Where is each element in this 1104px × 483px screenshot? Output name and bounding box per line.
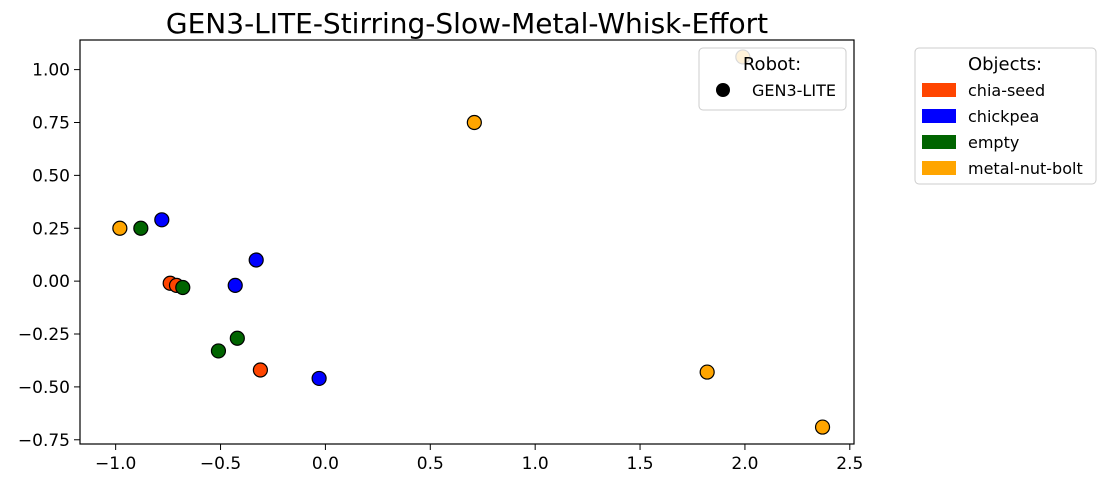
legend-label-empty: empty bbox=[968, 133, 1019, 152]
legend-swatch-empty bbox=[922, 135, 956, 149]
legend-swatch-chia-seed bbox=[922, 83, 956, 97]
x-tick-label: 1.0 bbox=[522, 454, 549, 474]
objects-legend-frame bbox=[914, 47, 1097, 185]
robot-legend-title: Robot: bbox=[743, 54, 801, 75]
legend-label-chia-seed: chia-seed bbox=[968, 81, 1045, 100]
data-point-metal-nut-bolt bbox=[814, 419, 831, 435]
data-point-chickpea bbox=[248, 252, 264, 268]
data-point-empty bbox=[210, 343, 227, 359]
x-tick-label: −0.5 bbox=[200, 454, 241, 474]
x-tick-label: 1.5 bbox=[627, 454, 654, 474]
y-tick-label: −0.25 bbox=[18, 325, 70, 345]
data-point-chickpea bbox=[227, 277, 243, 293]
chart-title: GEN3-LITE-Stirring-Slow-Metal-Whisk-Effo… bbox=[166, 7, 768, 40]
y-tick-label: 0.50 bbox=[32, 166, 70, 186]
x-tick-label: 0.0 bbox=[312, 454, 339, 474]
y-tick-label: 0.00 bbox=[32, 272, 70, 292]
data-point-empty bbox=[229, 330, 245, 346]
data-point-empty bbox=[133, 220, 149, 236]
data-point-empty bbox=[175, 279, 191, 296]
y-tick-label: 0.75 bbox=[32, 113, 70, 133]
x-tick-label: 2.5 bbox=[836, 454, 863, 474]
legend-swatch-chickpea bbox=[922, 109, 956, 123]
x-tick-label: −1.0 bbox=[95, 454, 136, 474]
robot-legend-frame bbox=[698, 47, 847, 111]
data-point-metal-nut-bolt bbox=[466, 114, 482, 131]
robot-legend-marker bbox=[716, 83, 730, 97]
x-tick-label: 0.5 bbox=[417, 454, 444, 474]
objects-legend: Objects: chia-seed chickpea empty metal-nut… bbox=[914, 47, 1097, 185]
data-point-chickpea bbox=[311, 370, 327, 387]
y-axis: −0.75 −0.50 −0.25 0.00 0.25 0.50 0.75 1.00 bbox=[18, 61, 80, 451]
y-tick-label: 1.00 bbox=[32, 61, 70, 81]
robot-legend-label: GEN3-LITE bbox=[752, 81, 836, 100]
y-tick-label: −0.50 bbox=[18, 378, 70, 398]
x-tick-label: 2.0 bbox=[731, 454, 758, 474]
y-tick-label: −0.75 bbox=[18, 431, 70, 451]
data-point-chickpea bbox=[154, 212, 170, 228]
objects-legend-title: Objects: bbox=[968, 54, 1042, 75]
data-point-chia-seed bbox=[252, 362, 268, 378]
robot-legend: Robot: GEN3-LITE bbox=[698, 47, 847, 111]
y-tick-label: 0.25 bbox=[32, 219, 70, 239]
data-point-metal-nut-bolt bbox=[699, 364, 715, 380]
legend-label-metal-nut-bolt: metal-nut-bolt bbox=[968, 159, 1083, 178]
legend-label-chickpea: chickpea bbox=[968, 107, 1039, 126]
x-axis: −1.0 −0.5 0.0 0.5 1.0 1.5 2.0 2.5 bbox=[95, 444, 863, 474]
legend-swatch-metal-nut-bolt bbox=[922, 161, 956, 175]
data-point-metal-nut-bolt bbox=[112, 220, 128, 236]
